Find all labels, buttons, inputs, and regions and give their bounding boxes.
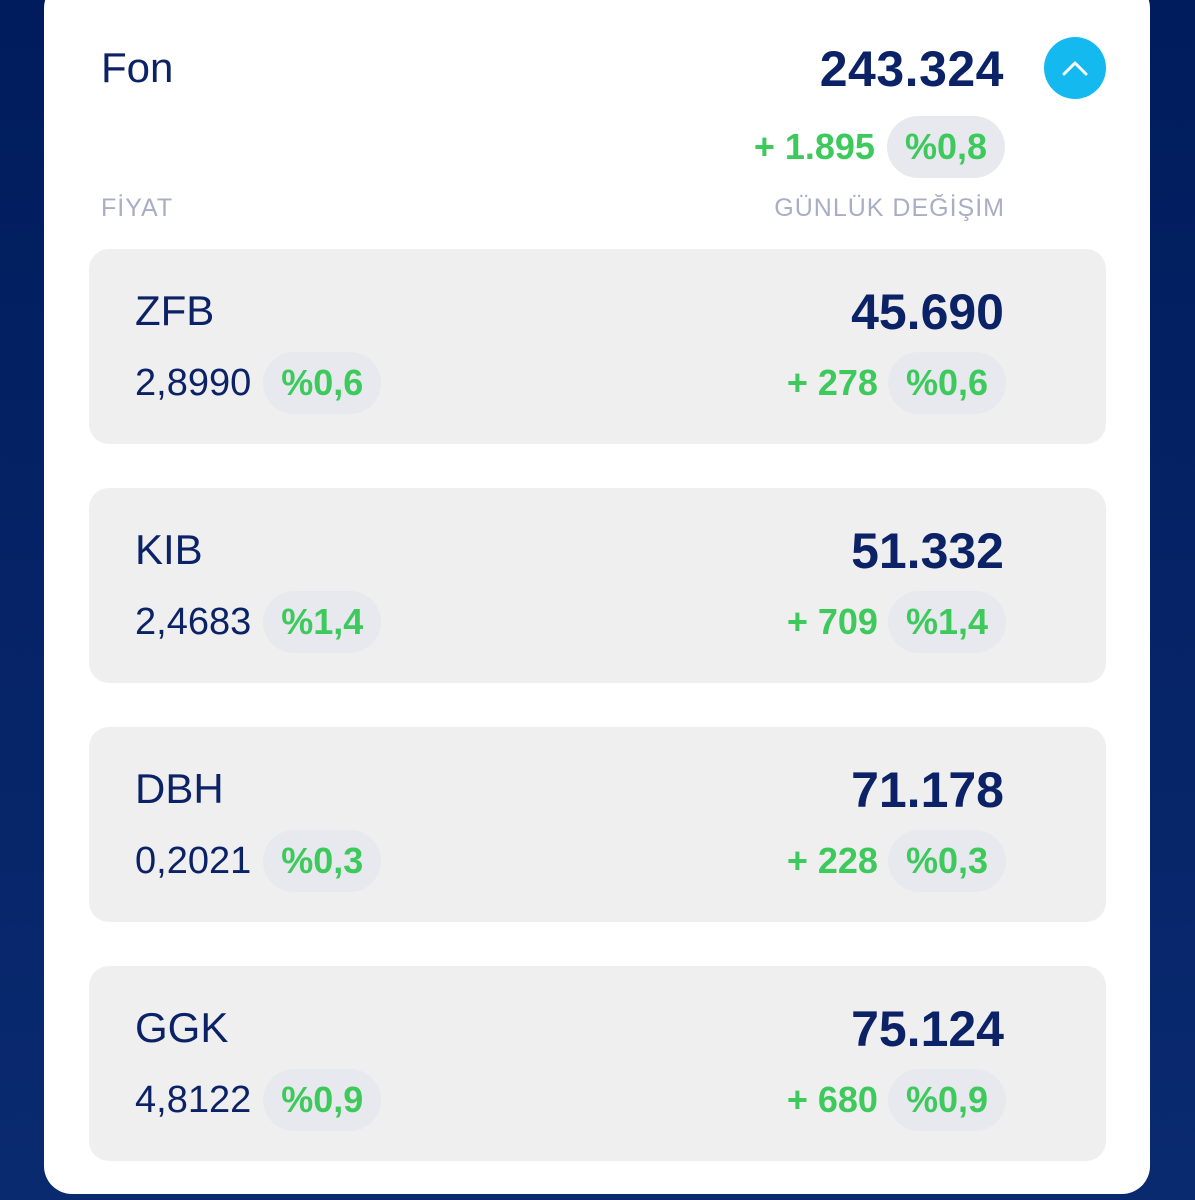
fund-code: KIB: [135, 526, 203, 573]
collapse-button[interactable]: [1044, 37, 1106, 99]
fund-change-amount: + 709: [786, 601, 878, 642]
fund-change-amount: + 278: [786, 362, 878, 403]
fund-row-zfb[interactable]: ZFB 45.690 2,8990 %0,6 + 278 %0,6: [89, 249, 1106, 444]
fund-row-ggk[interactable]: GGK 75.124 4,8122 %0,9 + 680 %0,9: [89, 966, 1106, 1161]
fund-code: GGK: [135, 1004, 229, 1051]
fund-daily-change: + 278 %0,6: [787, 352, 1006, 414]
fund-amount: 45.690: [851, 284, 1004, 340]
fund-list: ZFB 45.690 2,8990 %0,6 + 278 %0,6 KIB 51…: [89, 249, 1106, 1200]
fund-price-percent-badge: %0,3: [263, 830, 382, 892]
fund-change-percent-badge: %0,3: [887, 830, 1006, 892]
chevron-up-icon: [1062, 61, 1088, 76]
fund-amount: 71.178: [851, 762, 1004, 818]
fund-change-percent-badge: %1,4: [887, 591, 1006, 653]
fund-change-amount: + 680: [786, 1079, 878, 1120]
fund-price-group: 2,8990 %0,6: [135, 352, 382, 414]
fund-price: 0,2021: [135, 839, 252, 882]
fund-change-percent-badge: %0,9: [887, 1069, 1006, 1131]
total-daily-change: + 1.895 %0,8: [754, 116, 1005, 178]
fund-price: 2,4683: [135, 600, 252, 643]
fund-price-percent-badge: %0,9: [263, 1069, 382, 1131]
fund-price-group: 2,4683 %1,4: [135, 591, 382, 653]
daily-change-column-label: GÜNLÜK DEĞİŞİM: [774, 194, 1005, 222]
total-change-amount: + 1.895: [753, 126, 875, 167]
fund-price-group: 4,8122 %0,9: [135, 1069, 382, 1131]
fund-price-percent-badge: %0,6: [263, 352, 382, 414]
fund-daily-change: + 228 %0,3: [787, 830, 1006, 892]
fund-daily-change: + 680 %0,9: [787, 1069, 1006, 1131]
fund-price-group: 0,2021 %0,3: [135, 830, 382, 892]
total-value: 243.324: [819, 41, 1004, 97]
section-title: Fon: [101, 44, 174, 91]
fund-price: 4,8122: [135, 1078, 252, 1121]
fund-change-amount: + 228: [786, 840, 878, 881]
fund-code: DBH: [135, 765, 224, 812]
fund-amount: 51.332: [851, 523, 1004, 579]
fund-row-kib[interactable]: KIB 51.332 2,4683 %1,4 + 709 %1,4: [89, 488, 1106, 683]
total-change-percent-badge: %0,8: [886, 116, 1005, 178]
fund-amount: 75.124: [851, 1001, 1004, 1057]
fund-daily-change: + 709 %1,4: [787, 591, 1006, 653]
fund-code: ZFB: [135, 287, 215, 334]
fund-row-dbh[interactable]: DBH 71.178 0,2021 %0,3 + 228 %0,3: [89, 727, 1106, 922]
fund-change-percent-badge: %0,6: [887, 352, 1006, 414]
fund-price: 2,8990: [135, 361, 252, 404]
fund-price-percent-badge: %1,4: [263, 591, 382, 653]
fund-summary-card: Fon 243.324 + 1.895 %0,8 FİYAT GÜNLÜK DE…: [44, 0, 1150, 1194]
price-column-label: FİYAT: [101, 194, 174, 222]
